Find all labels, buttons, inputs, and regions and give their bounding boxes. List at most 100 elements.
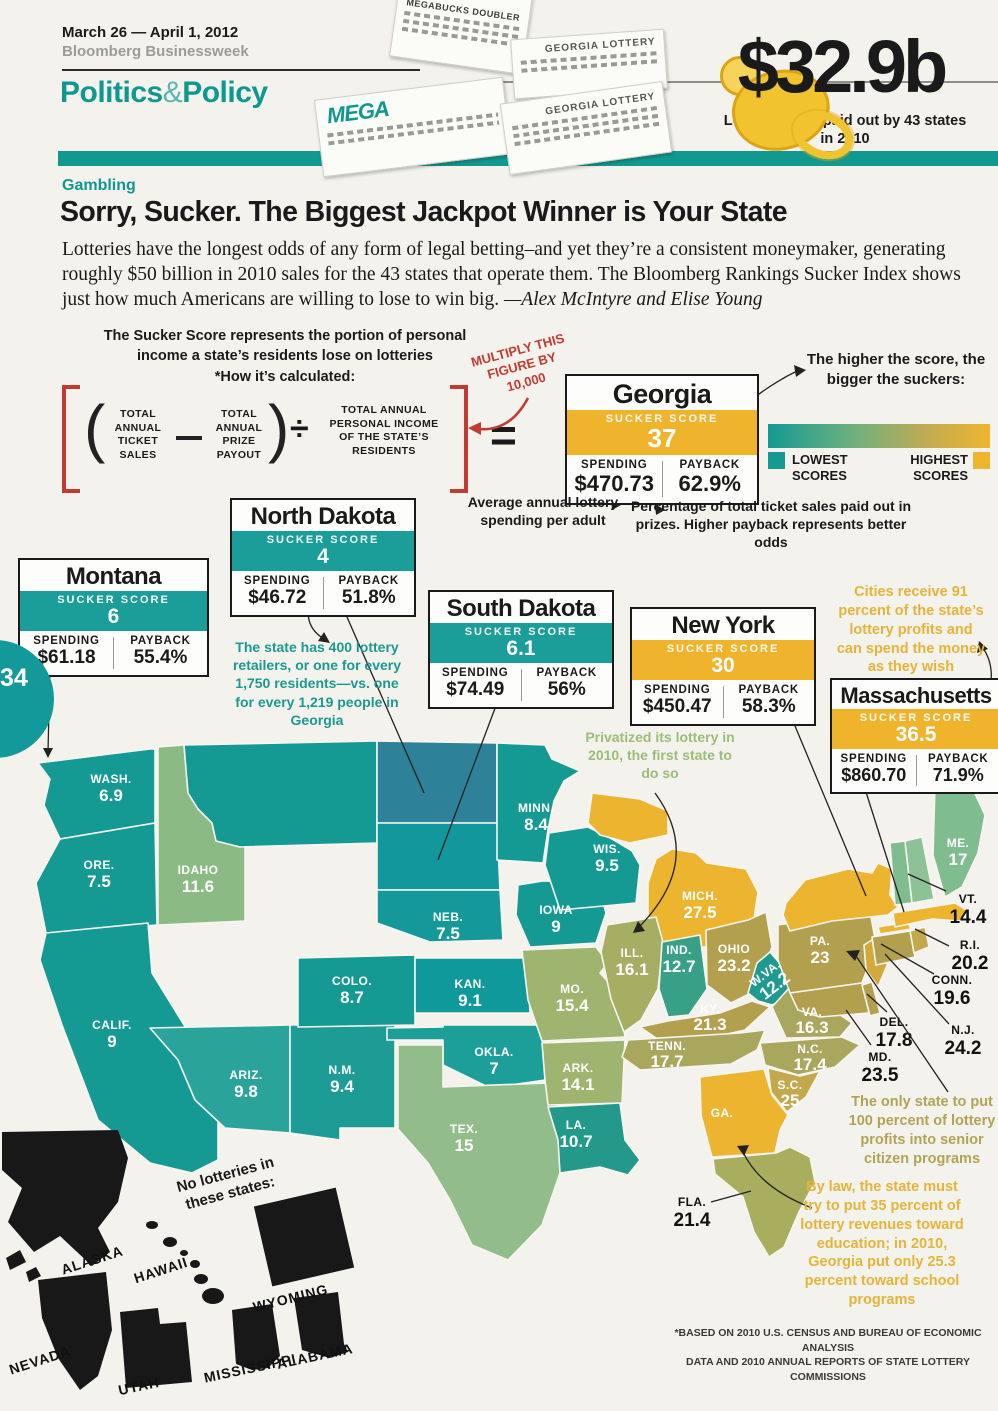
north-dakota-note: The state has 400 lottery retailers, or … (232, 639, 402, 728)
card-score-band: SUCKER SCORE 4 (232, 531, 414, 571)
payback-note-arrow-head (655, 504, 665, 515)
sucker-score-label: SUCKER SCORE (57, 594, 170, 606)
value-north-carolina: 17.4 (793, 1055, 827, 1074)
value-kansas: 9.1 (458, 991, 482, 1010)
state-north-carolina (759, 1036, 861, 1076)
card-divider (520, 669, 522, 701)
callout-vermont-value: 14.4 (950, 907, 987, 928)
label-nebraska: NEB. (433, 910, 463, 924)
label-oregon: ORE. (84, 858, 115, 872)
state-florida (712, 1146, 816, 1258)
sucker-score-value: 30 (711, 654, 735, 677)
spending-label: SPENDING (33, 635, 100, 647)
label-illinois: ILL. (621, 946, 644, 960)
callout-new-jersey-value: 24.2 (945, 1038, 982, 1059)
sucker-score-value: 4 (317, 545, 329, 568)
footnote-line-2: DATA AND 2010 ANNUAL REPORTS OF STATE LO… (686, 1356, 970, 1384)
divide-sign: ÷ (290, 410, 309, 448)
sucker-score-label: SUCKER SCORE (859, 712, 973, 724)
card-divider (322, 577, 324, 609)
label-pennsylvania: PA. (810, 934, 830, 948)
article-headline: Sorry, Sucker. The Biggest Jackpot Winne… (60, 196, 788, 228)
spending-value: $46.72 (248, 587, 307, 608)
state-louisiana (547, 1102, 641, 1176)
value-kentucky: 21.3 (693, 1015, 726, 1034)
value-maine: 17 (949, 850, 968, 869)
state-georgia (699, 1068, 789, 1158)
value-michigan: 27.5 (683, 903, 716, 922)
label-kansas: KAN. (455, 977, 486, 991)
section-ampersand: & (162, 76, 183, 109)
label-missouri: MO. (560, 982, 584, 996)
state-new-hampshire (904, 836, 935, 904)
label-texas: TEX. (450, 1122, 478, 1136)
section-policy: Policy (182, 76, 268, 109)
score-gradient-bar (768, 424, 990, 448)
sucker-score-value: 36.5 (895, 723, 937, 746)
callout-maryland-value: 23.5 (862, 1065, 899, 1086)
value-indiana: 12.7 (662, 957, 695, 976)
section-politics: Politics (60, 76, 163, 109)
connecticut-callout-line (880, 943, 935, 975)
spending-value: $74.49 (446, 679, 505, 700)
value-idaho: 11.6 (182, 877, 214, 896)
spending-value: $470.73 (574, 471, 655, 496)
callout-rhode-island: R.I. (960, 938, 980, 952)
cities-note-arrow-head (977, 641, 988, 653)
map-footnote: *BASED ON 2010 U.S. CENSUS AND BUREAU OF… (668, 1326, 988, 1385)
callout-new-jersey: N.J. (951, 1023, 975, 1037)
value-texas: 15 (455, 1136, 474, 1155)
pennsylvania-note: The only state to put 100 percent of lot… (848, 1094, 996, 1167)
higher-score-note: The higher the score, the bigger the suc… (806, 351, 986, 388)
silhouette-alabama (294, 1292, 348, 1358)
silhouette-nevada (38, 1272, 112, 1390)
silhouette-alaska (2, 1130, 128, 1266)
label-tennessee: TENN. (648, 1039, 686, 1053)
silhouette-utah (120, 1308, 192, 1388)
spending-note: Average annual lottery spending per adul… (467, 494, 619, 529)
silhouette-wyoming (253, 1187, 355, 1287)
callout-maryland: MD. (868, 1050, 891, 1064)
card-score-band: SUCKER SCORE 30 (632, 640, 814, 680)
nd-note-arrow-head (318, 632, 330, 643)
paren-close: ) (268, 392, 290, 464)
payback-value: 55.4% (133, 647, 188, 668)
state-indiana (658, 934, 708, 1018)
value-virginia: 16.3 (795, 1018, 828, 1037)
state-tennessee (621, 1029, 766, 1071)
sucker-score-label: SUCKER SCORE (464, 626, 578, 638)
state-california (39, 922, 219, 1174)
callout-connecticut-value: 19.6 (934, 988, 971, 1009)
spending-label: SPENDING (840, 753, 907, 765)
label-michigan: MICH. (682, 889, 718, 903)
value-missouri: 15.4 (555, 996, 589, 1015)
label-minnesota: MINN. (518, 801, 554, 815)
card-divider (661, 461, 663, 497)
state-kansas (414, 957, 531, 1014)
spending-label: SPENDING (581, 459, 648, 471)
south-dakota-card-line (437, 694, 501, 861)
state-card-south-dakota: South Dakota SUCKER SCORE 6.1 SPENDING $7… (428, 590, 614, 709)
maryland-callout-line (845, 1009, 872, 1046)
value-arizona: 9.8 (234, 1082, 258, 1101)
florida-callout-line (710, 1190, 752, 1203)
state-massachusetts (892, 902, 969, 928)
montana-card-line-head (43, 748, 53, 758)
bylaw-arrow (742, 1151, 813, 1209)
label-arizona: ARIZ. (229, 1068, 262, 1082)
state-card-montana: Montana SUCKER SCORE 6 SPENDING $61.18 PA… (18, 558, 209, 677)
sucker-score-value: 6 (107, 605, 120, 628)
state-card-massachusetts: Massachusetts SUCKER SCORE 36.5 SPENDING… (830, 678, 998, 794)
payback-label: PAYBACK (738, 684, 800, 696)
header-rule (62, 69, 420, 71)
spending-value: $450.47 (642, 696, 712, 717)
label-maine: ME. (947, 836, 970, 850)
value-washington: 6.9 (99, 786, 123, 805)
card-divider (915, 755, 917, 786)
label-south-carolina: S.C. (778, 1078, 803, 1092)
payback-label: PAYBACK (679, 459, 741, 471)
value-arkansas: 14.1 (561, 1075, 594, 1094)
senior-programs-line (855, 955, 949, 1093)
card-score-band: SUCKER SCORE 36.5 (832, 709, 998, 749)
